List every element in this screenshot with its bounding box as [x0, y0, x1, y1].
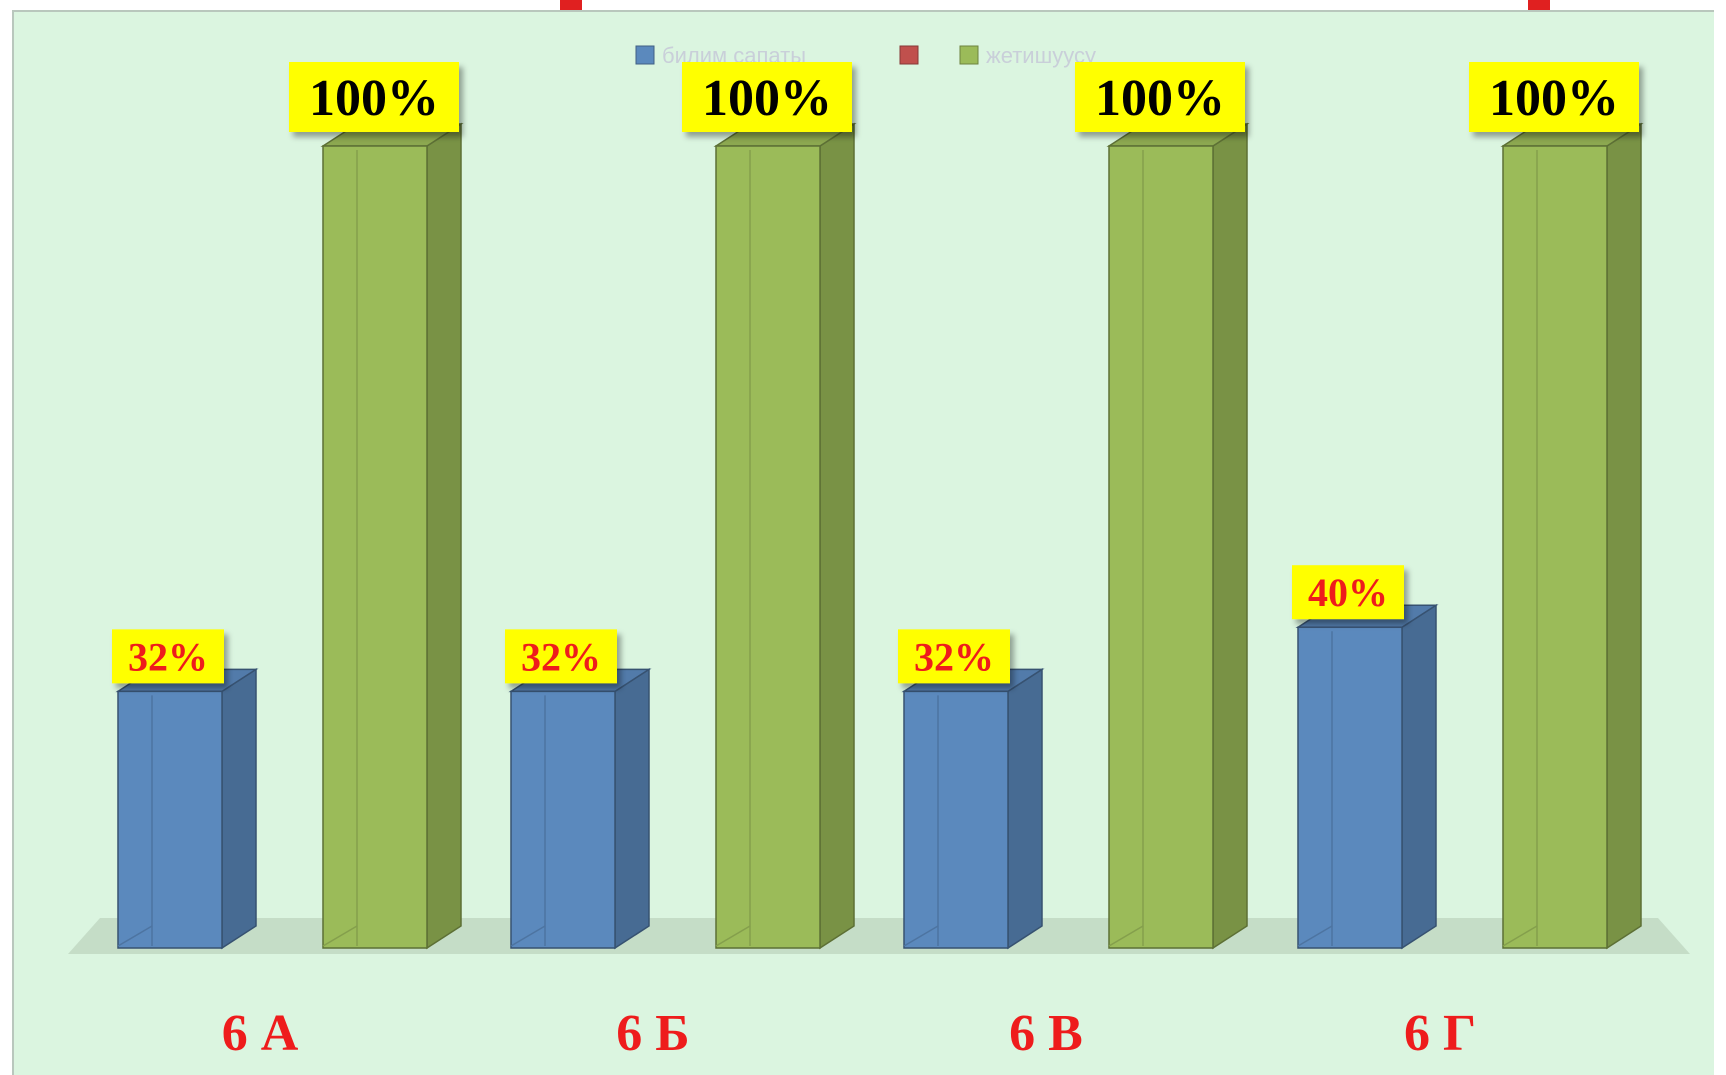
bar-front	[117, 690, 223, 949]
data-label-1-3: 32%	[898, 629, 1010, 684]
bar-1-1	[115, 667, 259, 950]
svg-text:32%: 32%	[914, 634, 994, 679]
bar-3-1	[320, 122, 464, 950]
bar-front	[903, 690, 1009, 949]
chart-floor	[68, 918, 1690, 954]
bar-side	[1401, 603, 1437, 950]
data-label-3-3: 100%	[1075, 62, 1245, 132]
category-label-4: 6 Г	[1404, 1005, 1476, 1062]
legend-swatch-2	[899, 45, 919, 65]
bar-3-3	[1106, 122, 1250, 950]
legend-swatch-3	[959, 45, 979, 65]
bar-side	[614, 667, 650, 950]
svg-text:100%: 100%	[1489, 70, 1619, 127]
data-label-1-2: 32%	[505, 629, 617, 684]
svg-text:100%: 100%	[1095, 70, 1225, 127]
category-label-2: 6 Б	[616, 1005, 689, 1062]
bar-side	[426, 122, 462, 950]
bar-front	[715, 145, 821, 949]
bar-front	[1502, 145, 1608, 949]
bar-side	[819, 122, 855, 950]
bar-3-4	[1500, 122, 1644, 950]
data-label-1-4: 40%	[1292, 565, 1404, 620]
bar-front	[510, 690, 616, 949]
data-label-1-1: 32%	[112, 629, 224, 684]
data-label-3-4: 100%	[1469, 62, 1639, 132]
legend-swatch-1	[635, 45, 655, 65]
bar-1-3	[901, 667, 1045, 950]
bar-3-2	[713, 122, 857, 950]
data-label-3-2: 100%	[682, 62, 852, 132]
bar-1-4	[1295, 603, 1439, 950]
top-decoration-left	[560, 0, 582, 10]
bar-1-2	[508, 667, 652, 950]
bar-side	[1212, 122, 1248, 950]
category-label-1: 6 А	[222, 1005, 299, 1062]
data-label-3-1: 100%	[289, 62, 459, 132]
svg-text:100%: 100%	[702, 70, 832, 127]
bar-side	[1007, 667, 1043, 950]
svg-text:40%: 40%	[1308, 570, 1388, 615]
bar-front	[1108, 145, 1214, 949]
bar-front	[1297, 626, 1403, 949]
svg-text:32%: 32%	[521, 634, 601, 679]
top-decoration-right	[1528, 0, 1550, 10]
bar-side	[221, 667, 257, 950]
bar-front	[322, 145, 428, 949]
category-label-3: 6 В	[1009, 1005, 1083, 1062]
svg-text:32%: 32%	[128, 634, 208, 679]
svg-text:100%: 100%	[309, 70, 439, 127]
bar-side	[1606, 122, 1642, 950]
